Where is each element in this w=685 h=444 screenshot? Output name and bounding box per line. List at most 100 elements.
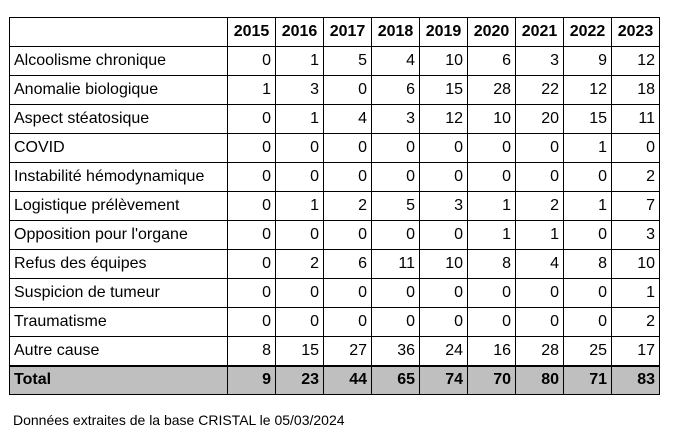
cell-value: 12	[563, 75, 612, 105]
row-label: Suspicion de tumeur	[9, 278, 228, 308]
cell-value: 5	[323, 46, 372, 76]
cell-value: 0	[227, 46, 276, 76]
cell-value: 2	[611, 307, 660, 337]
cell-value: 1	[275, 191, 324, 221]
cell-value: 4	[323, 104, 372, 134]
cell-value: 0	[371, 133, 420, 163]
cell-value: 18	[611, 75, 660, 105]
cell-value: 25	[563, 336, 612, 366]
cell-value: 3	[419, 191, 468, 221]
cell-value: 1	[563, 133, 612, 163]
row-label: Refus des équipes	[9, 249, 228, 279]
cell-value: 0	[275, 220, 324, 250]
cell-value: 9	[563, 46, 612, 76]
corner-cell	[9, 17, 228, 47]
cell-value: 0	[563, 307, 612, 337]
table-row: Logistique prélèvement 0 1 2 5 3 1 2 1 7	[9, 191, 660, 221]
cell-value: 3	[275, 75, 324, 105]
cell-value: 0	[371, 162, 420, 192]
cell-value: 22	[515, 75, 564, 105]
row-label: Opposition pour l'organe	[9, 220, 228, 250]
cell-value: 0	[467, 162, 516, 192]
row-label: Instabilité hémodynamique	[9, 162, 228, 192]
cell-value: 0	[275, 162, 324, 192]
data-table: 2015 2016 2017 2018 2019 2020 2021 2022 …	[9, 17, 660, 395]
cell-value: 0	[227, 133, 276, 163]
cell-value: 0	[371, 220, 420, 250]
cell-value: 0	[227, 191, 276, 221]
cell-value: 0	[227, 307, 276, 337]
cell-value: 5	[371, 191, 420, 221]
cell-value: 0	[611, 133, 660, 163]
cell-value: 12	[611, 46, 660, 76]
cell-value: 2	[515, 191, 564, 221]
cell-value: 1	[563, 191, 612, 221]
cell-value: 0	[227, 220, 276, 250]
cell-value: 0	[227, 104, 276, 134]
table-row: Opposition pour l'organe 0 0 0 0 0 1 1 0 3	[9, 220, 660, 250]
total-value: 74	[419, 365, 468, 395]
cell-value: 0	[275, 278, 324, 308]
table-body: Alcoolisme chronique 0 1 5 4 10 6 3 9 12 Anomalie …	[9, 46, 660, 395]
year-header: 2017	[323, 17, 372, 47]
cell-value: 4	[515, 249, 564, 279]
cell-value: 0	[467, 133, 516, 163]
cell-value: 10	[419, 46, 468, 76]
table-row: Alcoolisme chronique 0 1 5 4 10 6 3 9 12	[9, 46, 660, 76]
year-header: 2015	[227, 17, 276, 47]
cell-value: 1	[275, 104, 324, 134]
cell-value: 6	[371, 75, 420, 105]
year-header: 2019	[419, 17, 468, 47]
cell-value: 0	[323, 307, 372, 337]
cell-value: 2	[275, 249, 324, 279]
cell-value: 11	[611, 104, 660, 134]
cell-value: 1	[467, 191, 516, 221]
cell-value: 10	[611, 249, 660, 279]
cell-value: 0	[563, 162, 612, 192]
cell-value: 1	[515, 220, 564, 250]
row-label: COVID	[9, 133, 228, 163]
cell-value: 0	[275, 133, 324, 163]
cell-value: 10	[419, 249, 468, 279]
cell-value: 2	[323, 191, 372, 221]
table-row: Autre cause 8 15 27 36 24 16 28 25 17	[9, 336, 660, 366]
cell-value: 8	[227, 336, 276, 366]
cell-value: 8	[563, 249, 612, 279]
cell-value: 0	[419, 133, 468, 163]
row-label: Traumatisme	[9, 307, 228, 337]
table-row: Suspicion de tumeur 0 0 0 0 0 0 0 0 1	[9, 278, 660, 308]
cell-value: 15	[419, 75, 468, 105]
table-row: COVID 0 0 0 0 0 0 0 1 0	[9, 133, 660, 163]
cell-value: 28	[467, 75, 516, 105]
cell-value: 3	[515, 46, 564, 76]
cell-value: 36	[371, 336, 420, 366]
cell-value: 0	[323, 220, 372, 250]
cell-value: 15	[563, 104, 612, 134]
total-value: 80	[515, 365, 564, 395]
header-row: 2015 2016 2017 2018 2019 2020 2021 2022 …	[9, 17, 660, 47]
cell-value: 0	[419, 278, 468, 308]
cell-value: 8	[467, 249, 516, 279]
table-row: Aspect stéatosique 0 1 4 3 12 10 20 15 11	[9, 104, 660, 134]
cell-value: 0	[275, 307, 324, 337]
year-header: 2021	[515, 17, 564, 47]
cell-value: 16	[467, 336, 516, 366]
cell-value: 3	[611, 220, 660, 250]
cell-value: 0	[515, 307, 564, 337]
cell-value: 4	[371, 46, 420, 76]
cell-value: 0	[419, 162, 468, 192]
cell-value: 6	[323, 249, 372, 279]
cell-value: 0	[227, 249, 276, 279]
cell-value: 0	[515, 133, 564, 163]
cell-value: 0	[227, 278, 276, 308]
year-header: 2022	[563, 17, 612, 47]
cell-value: 0	[323, 278, 372, 308]
total-value: 23	[275, 365, 324, 395]
cell-value: 20	[515, 104, 564, 134]
cell-value: 0	[467, 278, 516, 308]
total-value: 44	[323, 365, 372, 395]
total-row: Total 9 23 44 65 74 70 80 71 83	[9, 365, 660, 395]
cell-value: 0	[227, 162, 276, 192]
year-header: 2023	[611, 17, 660, 47]
cell-value: 1	[227, 75, 276, 105]
